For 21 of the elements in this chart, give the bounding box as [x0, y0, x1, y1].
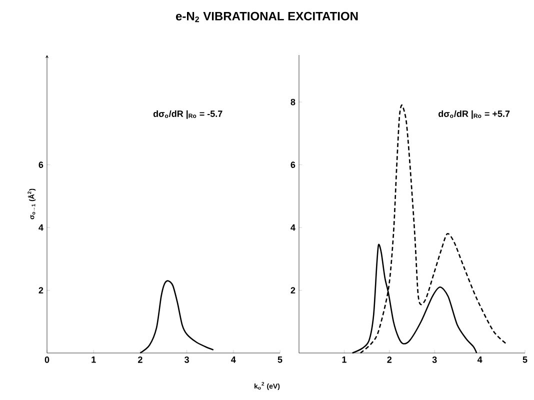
y-tick-label: 4 [38, 224, 44, 231]
annotation: dσ$_{o}$/dR |$_{Ro}$ = +5.7 [438, 110, 510, 119]
x-tick-label: 5 [278, 356, 282, 363]
x-tick-label: 2 [387, 356, 392, 363]
x-tick-label: 2 [138, 356, 142, 363]
chart-title: e-N$_{2}$ VIBRATIONAL EXCITATION [176, 12, 358, 22]
x-tick-label: 5 [522, 356, 528, 363]
x-tick-label: 3 [184, 356, 189, 363]
y-tick-label: 4 [290, 224, 296, 231]
x-tick-label: 4 [231, 356, 236, 363]
y-tick-label: 2 [290, 287, 296, 294]
x-tick-label: 3 [432, 356, 437, 363]
x-tick-label: 1 [342, 356, 346, 363]
x-tick-label: 0 [44, 356, 50, 363]
y-tick-label: 6 [38, 162, 44, 168]
x-tick-label: 1 [92, 356, 96, 363]
y-tick-label: 2 [38, 287, 44, 294]
x-tick-label: 4 [477, 356, 482, 363]
y-tick-label: 8 [290, 98, 296, 106]
y-tick-label: 6 [290, 162, 296, 168]
annotation: dσ$_{o}$/dR |$_{Ro}$ = -5.7 [153, 110, 222, 119]
